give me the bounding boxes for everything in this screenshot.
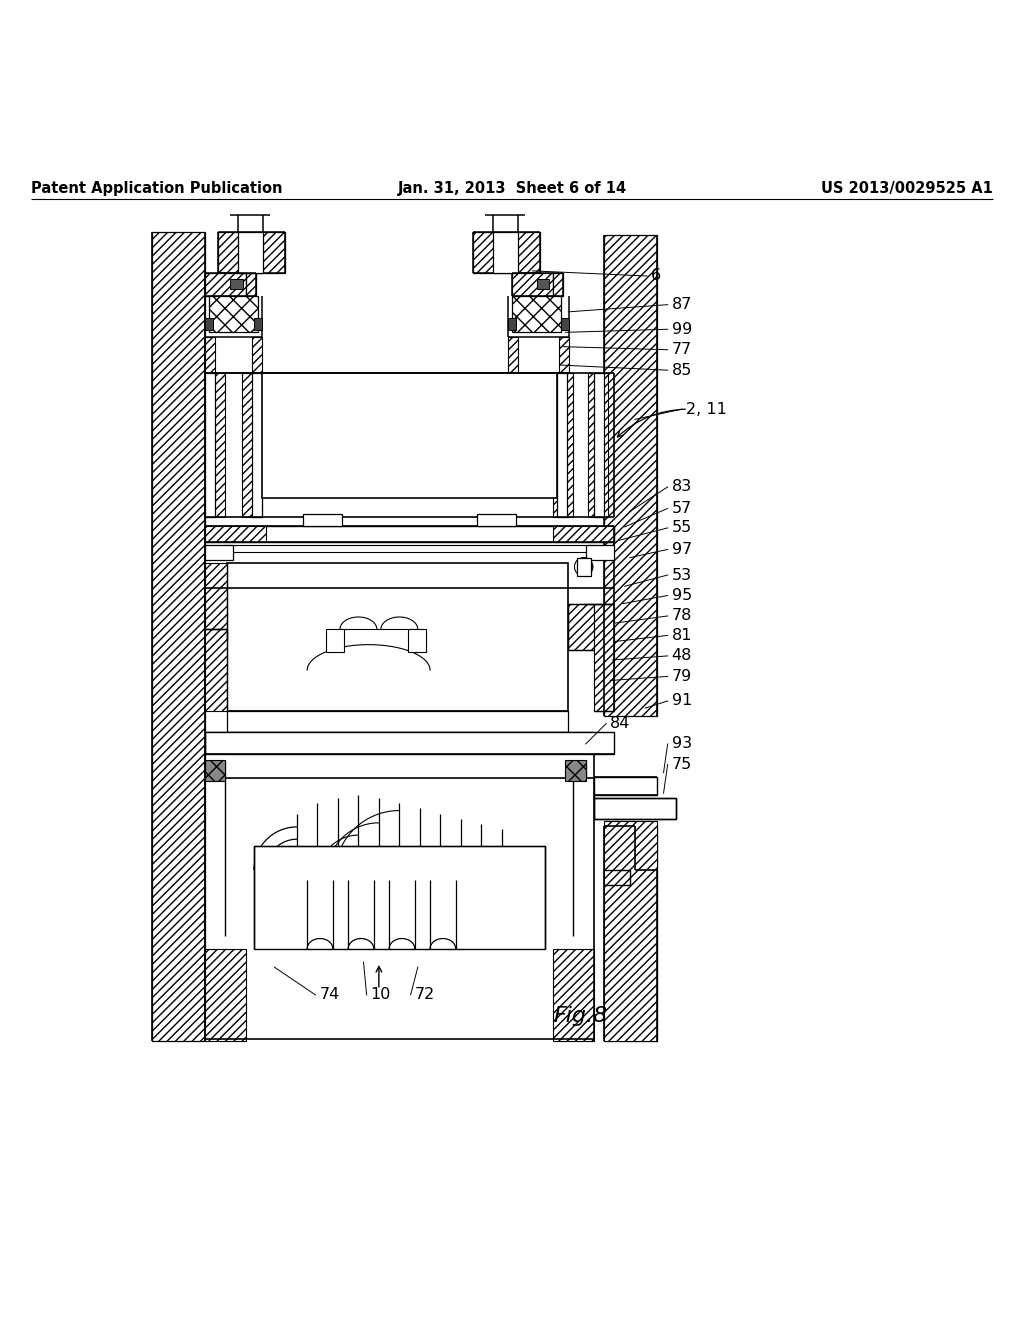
Text: 75: 75 [672, 756, 692, 772]
Text: 79: 79 [672, 669, 692, 684]
Text: 55: 55 [672, 520, 692, 536]
Bar [205, 760, 225, 781]
Bar [594, 776, 657, 795]
Bar [553, 374, 573, 516]
Text: Fig.8: Fig.8 [553, 1006, 607, 1027]
Bar [568, 603, 594, 649]
Bar [512, 297, 561, 333]
Text: 97: 97 [672, 543, 692, 557]
Text: 83: 83 [672, 479, 692, 495]
Bar [553, 273, 563, 297]
Text: Patent Application Publication: Patent Application Publication [31, 181, 283, 197]
Bar [493, 232, 518, 273]
Bar [252, 374, 262, 516]
Bar [205, 318, 213, 330]
Bar [512, 273, 553, 297]
Text: 95: 95 [672, 587, 692, 603]
Bar [561, 318, 569, 330]
Text: 2, 11: 2, 11 [686, 401, 727, 417]
Bar [218, 232, 285, 273]
Bar [252, 338, 262, 374]
Bar [557, 374, 567, 516]
Bar [262, 374, 557, 498]
Bar [205, 273, 246, 297]
Text: 84: 84 [610, 715, 631, 731]
Bar [577, 557, 591, 576]
Text: 99: 99 [672, 322, 692, 337]
Text: 10: 10 [371, 987, 391, 1002]
Bar [205, 374, 215, 516]
Bar [227, 711, 568, 731]
Bar [553, 525, 614, 543]
Bar [594, 603, 614, 711]
Bar [326, 630, 344, 652]
Bar [537, 279, 549, 289]
Bar [246, 273, 256, 297]
Text: 74: 74 [319, 987, 340, 1002]
Bar [205, 731, 614, 754]
Bar [205, 562, 227, 711]
Bar [303, 513, 342, 525]
Bar [508, 338, 518, 374]
Bar [152, 232, 205, 1041]
Bar [209, 297, 258, 333]
Bar [586, 545, 614, 560]
Bar [205, 338, 215, 374]
Bar [238, 232, 263, 273]
Bar [205, 545, 233, 560]
Text: 77: 77 [672, 342, 692, 358]
Bar [227, 562, 568, 711]
Bar [408, 630, 426, 652]
Bar [242, 374, 262, 516]
Text: Jan. 31, 2013  Sheet 6 of 14: Jan. 31, 2013 Sheet 6 of 14 [397, 181, 627, 197]
Text: 91: 91 [672, 693, 692, 709]
Bar [588, 374, 608, 516]
Bar [553, 949, 594, 1041]
Bar [565, 760, 586, 781]
Bar [205, 374, 225, 516]
Bar [559, 338, 569, 374]
Text: 48: 48 [672, 648, 692, 664]
Bar [230, 279, 243, 289]
Bar [205, 949, 246, 1041]
Bar [473, 232, 540, 273]
Bar [604, 821, 657, 1041]
Text: 6: 6 [651, 268, 662, 284]
Bar [604, 235, 657, 717]
Text: US 2013/0029525 A1: US 2013/0029525 A1 [821, 181, 993, 197]
Text: 81: 81 [672, 628, 692, 643]
Bar [594, 799, 676, 818]
Text: 53: 53 [672, 568, 692, 582]
Bar [254, 318, 262, 330]
Text: 87: 87 [672, 297, 692, 312]
Text: 85: 85 [672, 363, 692, 378]
Text: 78: 78 [672, 609, 692, 623]
Bar [477, 513, 516, 525]
Text: 57: 57 [672, 502, 692, 516]
Text: 72: 72 [415, 987, 435, 1002]
Bar [205, 525, 614, 543]
Bar [604, 826, 657, 1041]
Bar [594, 374, 604, 516]
Bar [508, 318, 516, 330]
Text: 93: 93 [672, 737, 692, 751]
Bar [254, 846, 545, 949]
Bar [205, 525, 266, 543]
